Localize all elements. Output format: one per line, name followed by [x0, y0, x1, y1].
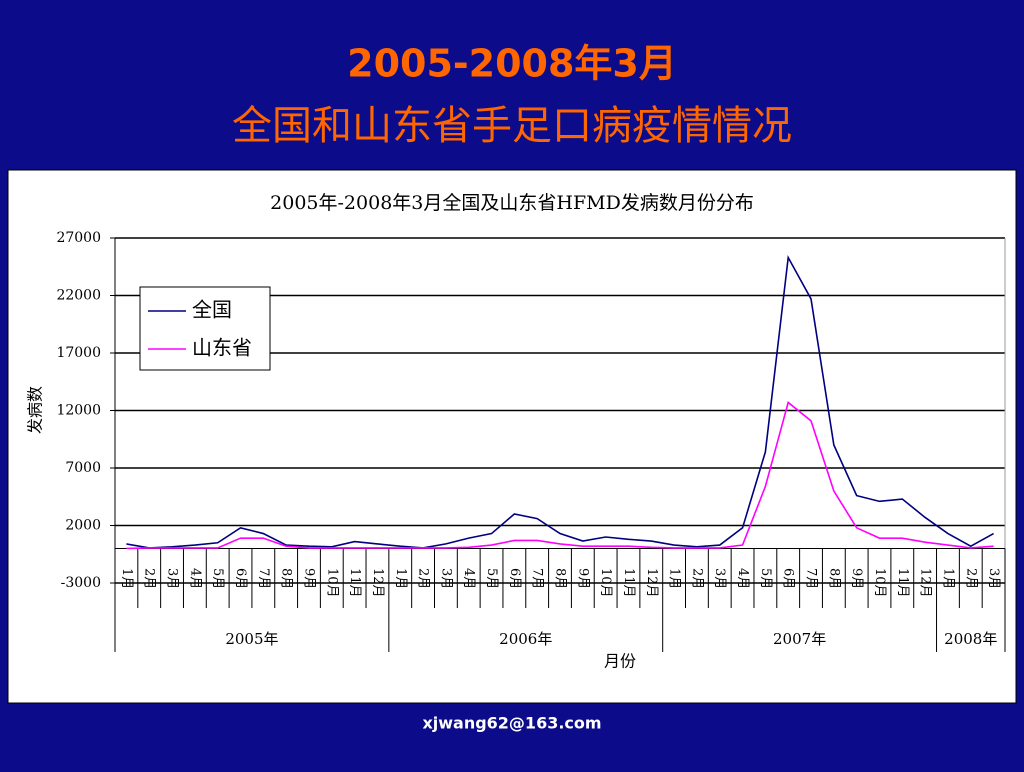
x-tick-label: 1月	[119, 568, 134, 589]
x-tick-label: 5月	[210, 568, 225, 589]
x-tick-label: 2月	[689, 568, 704, 589]
x-tick-label: 7月	[256, 568, 271, 589]
x-tick-label: 10月	[598, 568, 613, 598]
y-tick-label: 27000	[56, 230, 101, 246]
year-label: 2005年	[225, 630, 278, 648]
x-tick-label: 12月	[644, 568, 659, 598]
chart-title: 2005年-2008年3月全国及山东省HFMD发病数月份分布	[270, 192, 754, 214]
chart-frame	[7, 169, 1017, 704]
x-tick-label: 8月	[826, 568, 841, 589]
x-tick-label: 9月	[575, 568, 590, 589]
y-tick-label: 12000	[56, 403, 101, 419]
x-axis-label: 月份	[604, 652, 636, 671]
x-tick-label: 4月	[461, 568, 476, 589]
x-tick-label: 10月	[324, 568, 339, 598]
year-label: 2008年	[944, 630, 997, 648]
y-axis-label: 发病数	[26, 386, 45, 434]
y-tick-label: 7000	[65, 460, 101, 476]
x-tick-label: 8月	[279, 568, 294, 589]
y-tick-label: 22000	[56, 288, 101, 304]
x-tick-label: 5月	[758, 568, 773, 589]
x-tick-label: 12月	[370, 568, 385, 598]
x-tick-label: 9月	[849, 568, 864, 589]
x-tick-label: 11月	[347, 568, 362, 598]
x-tick-label: 4月	[187, 568, 202, 589]
x-tick-label: 5月	[484, 568, 499, 589]
x-tick-label: 6月	[781, 568, 796, 589]
x-tick-label: 3月	[165, 568, 180, 589]
x-tick-label: 11月	[895, 568, 910, 598]
footer: xjwang62@163.com	[422, 714, 601, 733]
x-tick-label: 8月	[553, 568, 568, 589]
x-tick-label: 3月	[986, 568, 1001, 589]
x-tick-label: 2月	[963, 568, 978, 589]
y-tick-label: 17000	[56, 345, 101, 361]
y-tick-label: -3000	[61, 575, 101, 591]
x-tick-label: 10月	[872, 568, 887, 598]
x-tick-label: 11月	[621, 568, 636, 598]
x-tick-label: 1月	[940, 568, 955, 589]
x-tick-label: 1月	[667, 568, 682, 589]
year-label: 2006年	[499, 630, 552, 648]
x-tick-label: 3月	[712, 568, 727, 589]
series-line	[126, 254, 994, 549]
x-tick-label: 6月	[233, 568, 248, 589]
x-tick-label: 3月	[438, 568, 453, 589]
series-line	[126, 401, 994, 550]
slide-subtitle: 全国和山东省手足口病疫情情况	[232, 103, 792, 149]
x-tick-label: 7月	[530, 568, 545, 589]
year-label: 2007年	[773, 630, 826, 648]
legend-label: 全国	[192, 298, 232, 322]
slide-title: 2005-2008年3月	[347, 42, 677, 86]
x-tick-label: 7月	[804, 568, 819, 589]
y-tick-label: 2000	[65, 518, 101, 534]
legend-label: 山东省	[192, 336, 252, 360]
x-tick-label: 1月	[393, 568, 408, 589]
x-tick-label: 9月	[301, 568, 316, 589]
x-tick-label: 4月	[735, 568, 750, 589]
x-tick-label: 12月	[918, 568, 933, 598]
x-tick-label: 2月	[416, 568, 431, 589]
legend-box	[139, 286, 271, 371]
x-tick-label: 6月	[507, 568, 522, 589]
x-tick-label: 2月	[142, 568, 157, 589]
